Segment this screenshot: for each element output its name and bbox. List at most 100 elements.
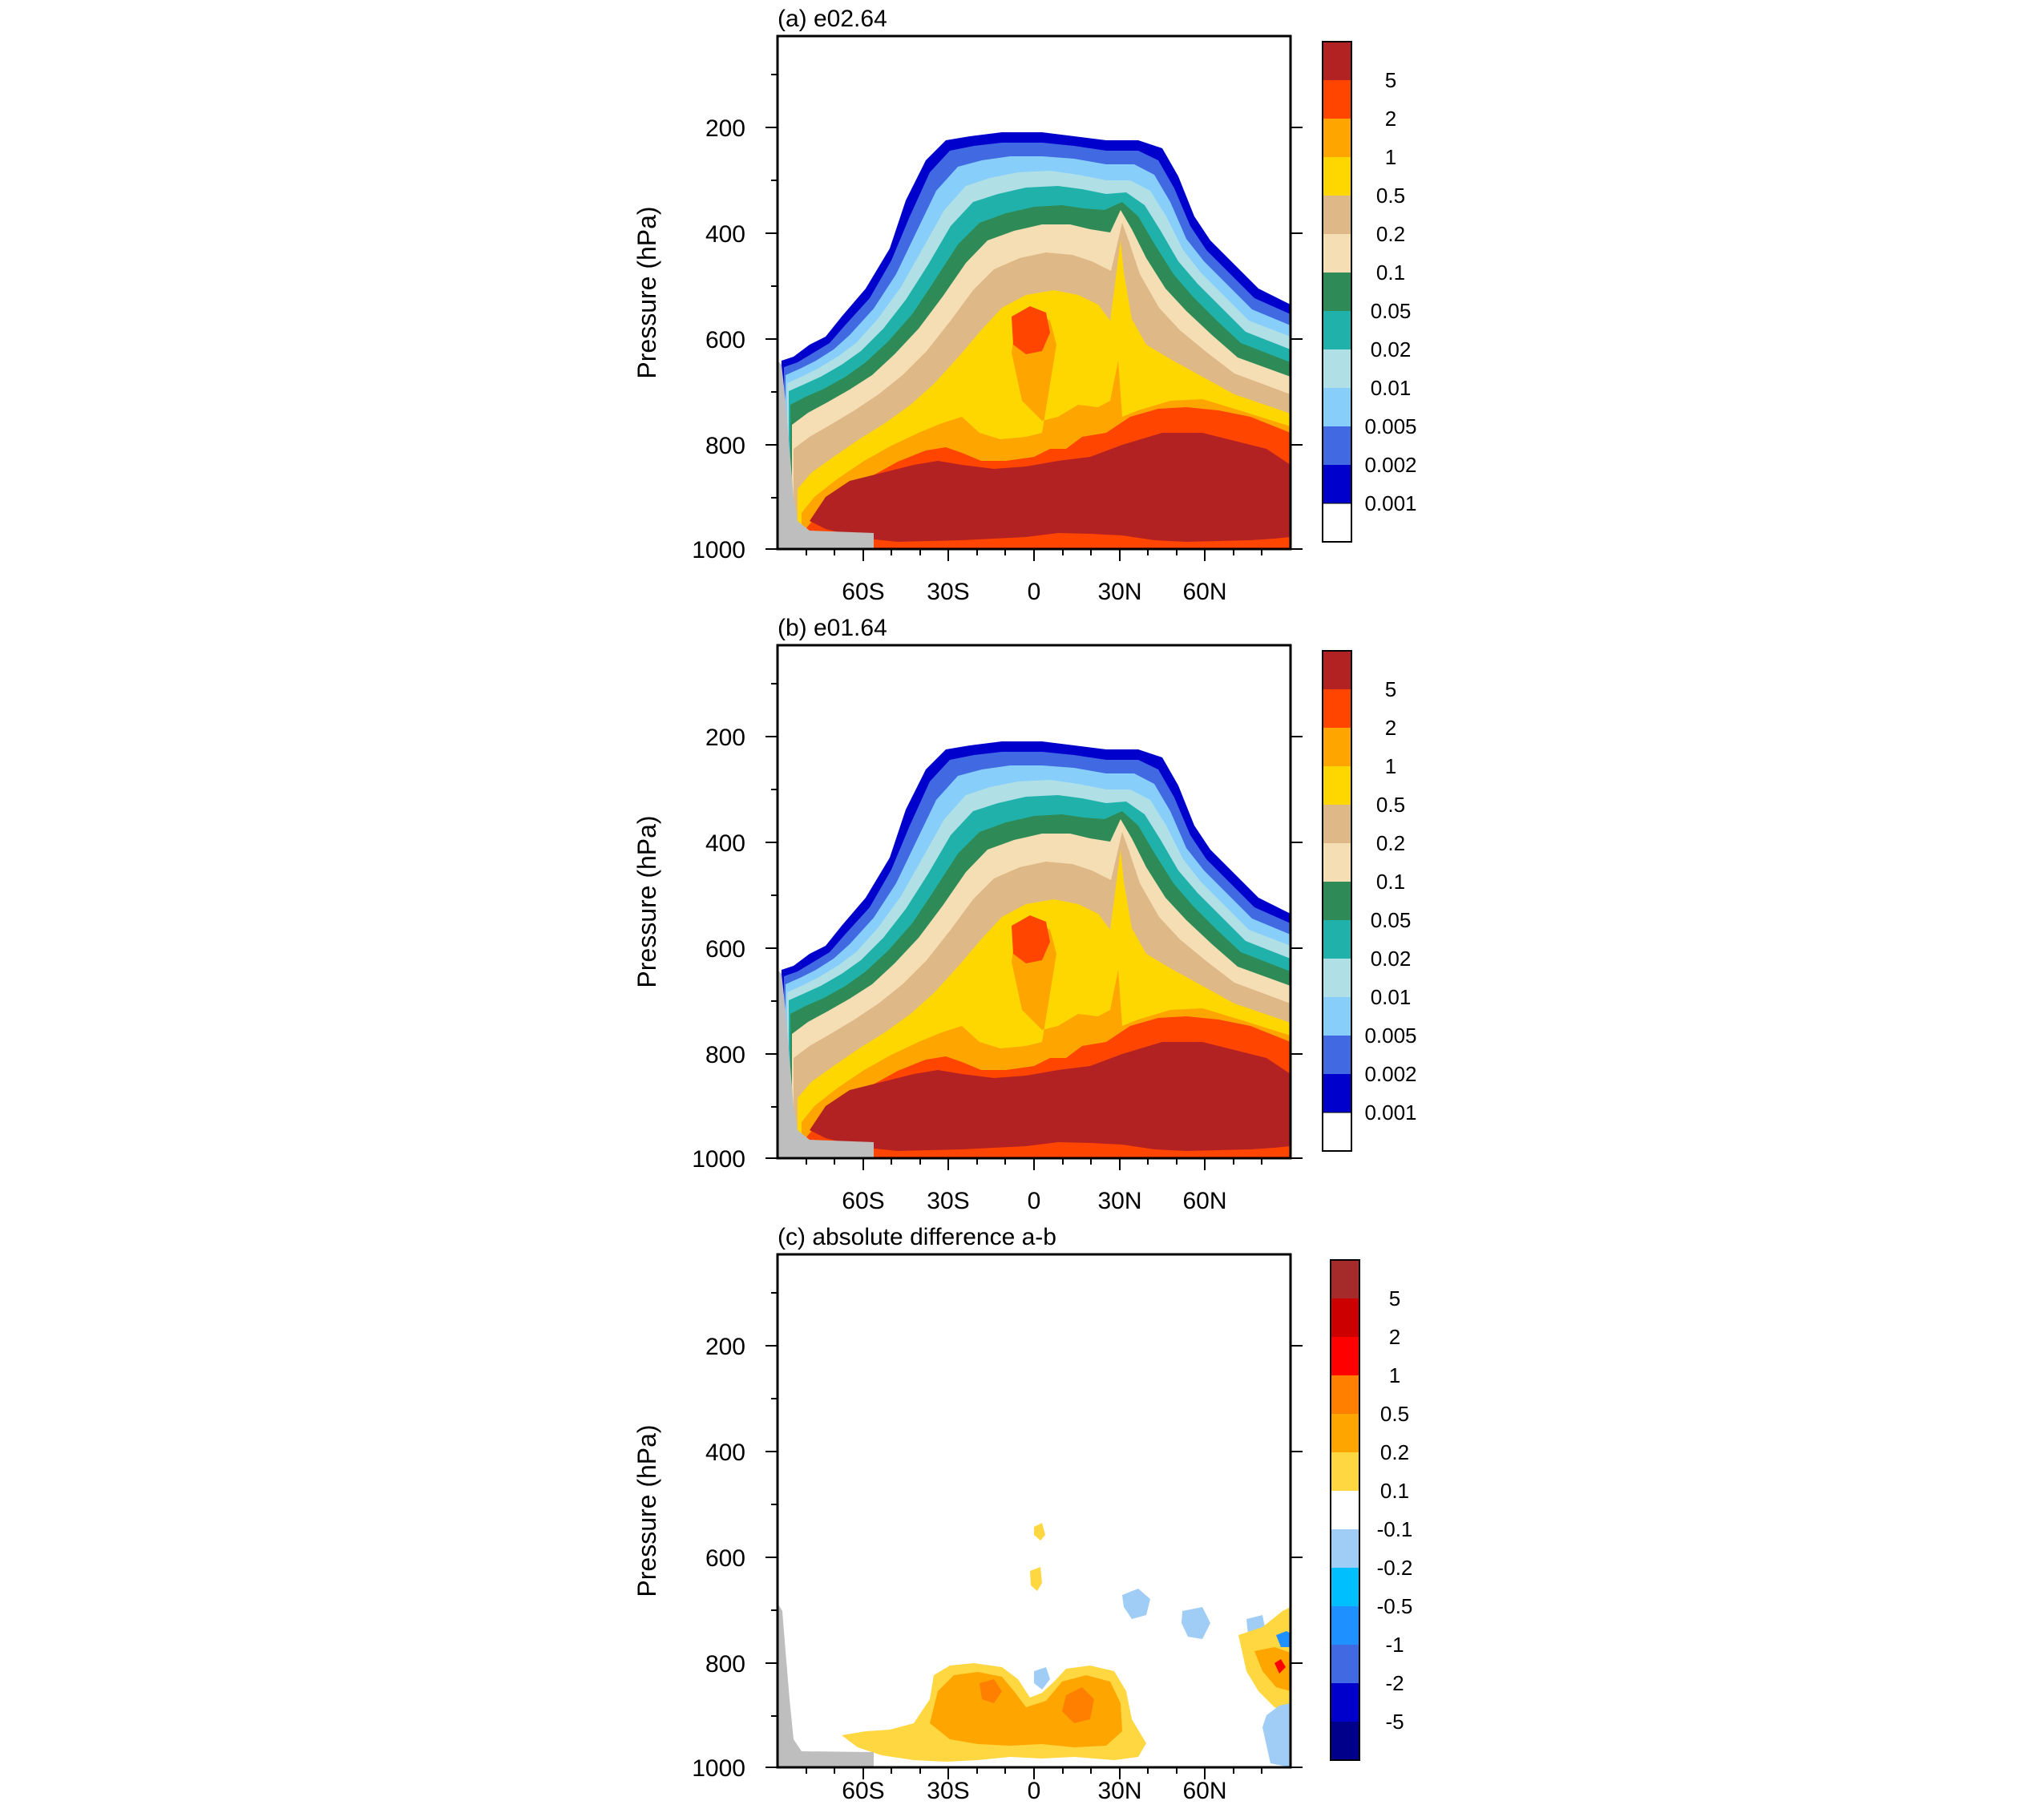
xtick-label: 60N <box>1182 579 1226 605</box>
colorbar-label: 0.2 <box>1380 1440 1409 1464</box>
colorbar-swatch <box>1331 1568 1359 1606</box>
panel-c-xticks <box>806 1767 1262 1779</box>
colorbar-swatch <box>1323 997 1351 1036</box>
colorbar-swatch <box>1323 728 1351 766</box>
diff-neg-0.1-b <box>1182 1607 1210 1639</box>
panel-a-xtick-labels: 60S 30S 0 30N 60N <box>842 579 1226 605</box>
panel-a: (a) e02.64 Pressure (hPa) <box>632 6 1417 605</box>
panel-a-field <box>778 132 1291 549</box>
colorbar-label: 0.5 <box>1376 184 1405 208</box>
terrain-mask <box>778 970 874 1158</box>
colorbar-label: 0.1 <box>1376 870 1405 894</box>
xtick-label: 60S <box>842 1188 884 1214</box>
panel-c-field <box>778 1523 1291 1767</box>
colorbar-label: 0.05 <box>1371 299 1412 323</box>
colorbar-label: -0.5 <box>1377 1594 1413 1618</box>
band-5 <box>810 1042 1291 1151</box>
xtick-label: 30N <box>1097 1778 1141 1804</box>
xtick-label: 60S <box>842 1778 884 1804</box>
colorbar-swatch <box>1322 1112 1352 1152</box>
colorbar-swatch <box>1323 805 1351 843</box>
panel-c-xtick-labels: 60S 30S 0 30N 60N <box>842 1778 1226 1804</box>
colorbar-label: 0.5 <box>1380 1402 1409 1426</box>
colorbar-frame <box>1322 41 1352 543</box>
xtick-label: 30N <box>1097 579 1141 605</box>
panel-b-xticks <box>806 1158 1262 1170</box>
band-5 <box>810 433 1291 542</box>
ytick-label: 800 <box>705 1042 745 1068</box>
ytick-label: 600 <box>705 1545 745 1572</box>
colorbar-frame <box>1330 1259 1360 1761</box>
colorbar-label: 0.01 <box>1371 376 1412 400</box>
colorbar-label: 1 <box>1385 754 1396 778</box>
diff-pos-0.2-nh <box>1254 1647 1291 1691</box>
colorbar-swatch <box>1331 1298 1359 1337</box>
panel-b-colorbar <box>1322 650 1352 1152</box>
ytick-label: 1000 <box>692 1146 745 1173</box>
colorbar-swatch <box>1331 1452 1359 1491</box>
xtick-label: 60S <box>842 579 884 605</box>
colorbar-label: 0.05 <box>1371 908 1412 932</box>
colorbar-swatch <box>1323 311 1351 349</box>
colorbar-label: -0.2 <box>1377 1556 1413 1580</box>
colorbar-swatch <box>1323 80 1351 119</box>
xtick-label: 30S <box>927 1778 969 1804</box>
colorbar-swatch <box>1331 1337 1359 1375</box>
colorbar-label: 0.5 <box>1376 793 1405 817</box>
colorbar-label: 1 <box>1385 145 1396 169</box>
colorbar-swatch <box>1323 426 1351 465</box>
xtick-label: 0 <box>1028 1188 1041 1214</box>
colorbar-swatch <box>1323 689 1351 728</box>
colorbar-swatch <box>1323 651 1351 689</box>
ytick-label: 600 <box>705 936 745 963</box>
diff-neg-0.1-c <box>1034 1667 1050 1690</box>
panel-b-colorbar-labels: 5 2 1 0.5 0.2 0.1 0.05 0.02 0.01 0.005 0… <box>1364 677 1416 1125</box>
diff-neg-0.1-nh2 <box>1262 1703 1291 1767</box>
colorbar-label: 2 <box>1389 1325 1400 1349</box>
panel-a-title: (a) e02.64 <box>778 6 887 32</box>
colorbar-frame <box>1322 650 1352 1152</box>
ytick-label: 400 <box>705 1440 745 1466</box>
diff-pos-0.1-mid2 <box>1030 1567 1042 1591</box>
ytick-label: 800 <box>705 1651 745 1678</box>
diff-pos-0.1-mid1 <box>1034 1523 1045 1541</box>
colorbar-swatch <box>1323 465 1351 503</box>
diff-neg-0.1-a <box>1122 1589 1150 1619</box>
band-2-core <box>1012 306 1050 354</box>
colorbar-label: 0.002 <box>1364 453 1416 477</box>
ytick-label: 200 <box>705 725 745 751</box>
colorbar-swatch <box>1323 234 1351 273</box>
colorbar-swatch <box>1331 1375 1359 1414</box>
colorbar-label: 5 <box>1389 1286 1400 1310</box>
diff-pos-0.5-b <box>1062 1687 1094 1723</box>
ytick-label: 200 <box>705 1334 745 1360</box>
ytick-label: 1000 <box>692 1755 745 1782</box>
diff-pos-0.2-sh <box>930 1672 1122 1747</box>
ytick-label: 600 <box>705 327 745 353</box>
xtick-label: 30S <box>927 1188 969 1214</box>
colorbar-swatch <box>1331 1722 1359 1760</box>
colorbar-label: 1 <box>1389 1363 1400 1387</box>
colorbar-swatch <box>1323 920 1351 959</box>
panel-c-colorbar-labels: 5 2 1 0.5 0.2 0.1 -0.1 -0.2 -0.5 -1 -2 -… <box>1377 1286 1413 1734</box>
colorbar-swatch <box>1323 1074 1351 1112</box>
panel-b-yticks <box>765 683 1303 1159</box>
diff-pos-0.5-a <box>980 1679 1002 1703</box>
panel-a-ytick-labels: 200 400 600 800 1000 <box>692 115 745 563</box>
colorbar-label: 2 <box>1385 716 1396 740</box>
colorbar-swatch <box>1323 119 1351 157</box>
colorbar-swatch <box>1331 1606 1359 1645</box>
xtick-label: 30N <box>1097 1188 1141 1214</box>
colorbar-swatch <box>1323 1036 1351 1074</box>
colorbar-label: -2 <box>1385 1671 1404 1695</box>
colorbar-label: 0.2 <box>1376 222 1405 246</box>
xtick-label: 30S <box>927 579 969 605</box>
colorbar-label: -0.1 <box>1377 1517 1413 1541</box>
colorbar-label: 2 <box>1385 107 1396 131</box>
panel-b-ytick-labels: 200 400 600 800 1000 <box>692 725 745 1173</box>
colorbar-label: 0.001 <box>1364 491 1416 515</box>
diff-pos-1-nh <box>1274 1659 1286 1674</box>
colorbar-swatch <box>1323 388 1351 426</box>
ytick-label: 1000 <box>692 537 745 563</box>
panel-b-title: (b) e01.64 <box>778 615 887 641</box>
